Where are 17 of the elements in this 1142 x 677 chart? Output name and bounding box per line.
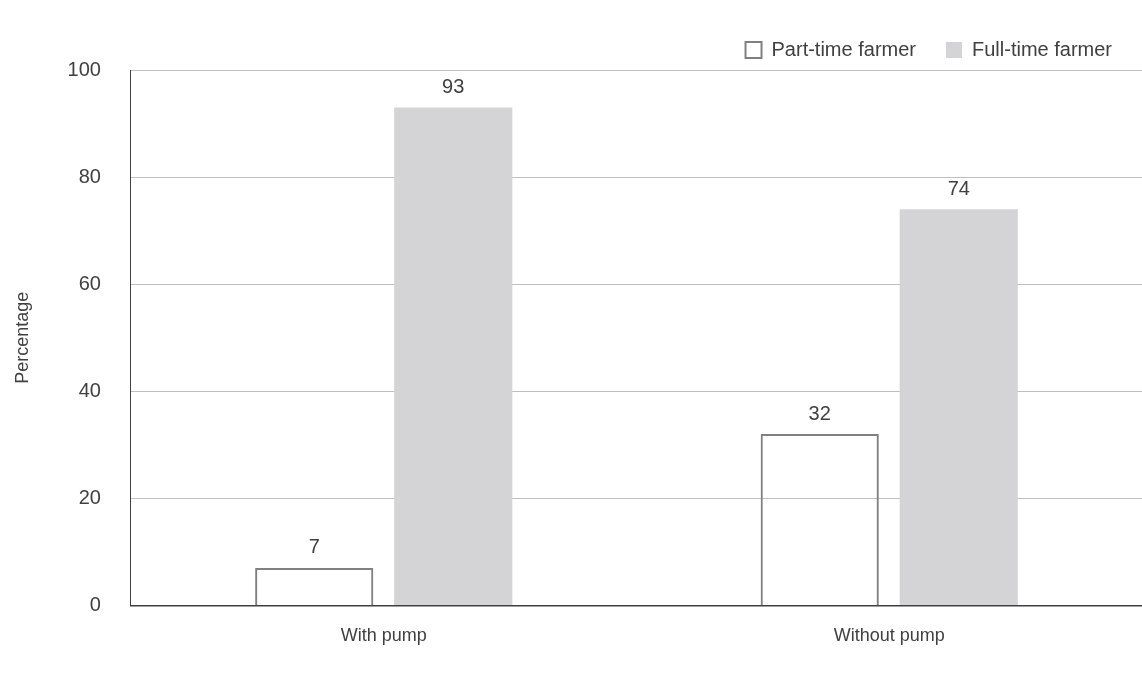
legend-label: Full-time farmer [971,37,1113,60]
y-tick-label: 0 [89,592,101,615]
y-tick-label: 100 [67,57,101,80]
bar [899,209,1018,605]
legend-label: Part-time farmer [771,37,917,60]
x-tick-label: Without pump [833,625,945,646]
y-tick-label: 60 [78,271,101,294]
data-label: 7 [308,535,320,558]
y-tick-label: 40 [78,378,101,401]
y-tick-label: 20 [78,485,101,508]
data-label: 74 [947,176,970,199]
y-tick-label: 80 [78,164,101,187]
data-label: 93 [442,74,465,97]
x-tick-label: With pump [340,625,427,646]
y-axis-title: Percentage [11,291,32,384]
data-label: 32 [808,401,831,424]
bar [394,107,513,605]
